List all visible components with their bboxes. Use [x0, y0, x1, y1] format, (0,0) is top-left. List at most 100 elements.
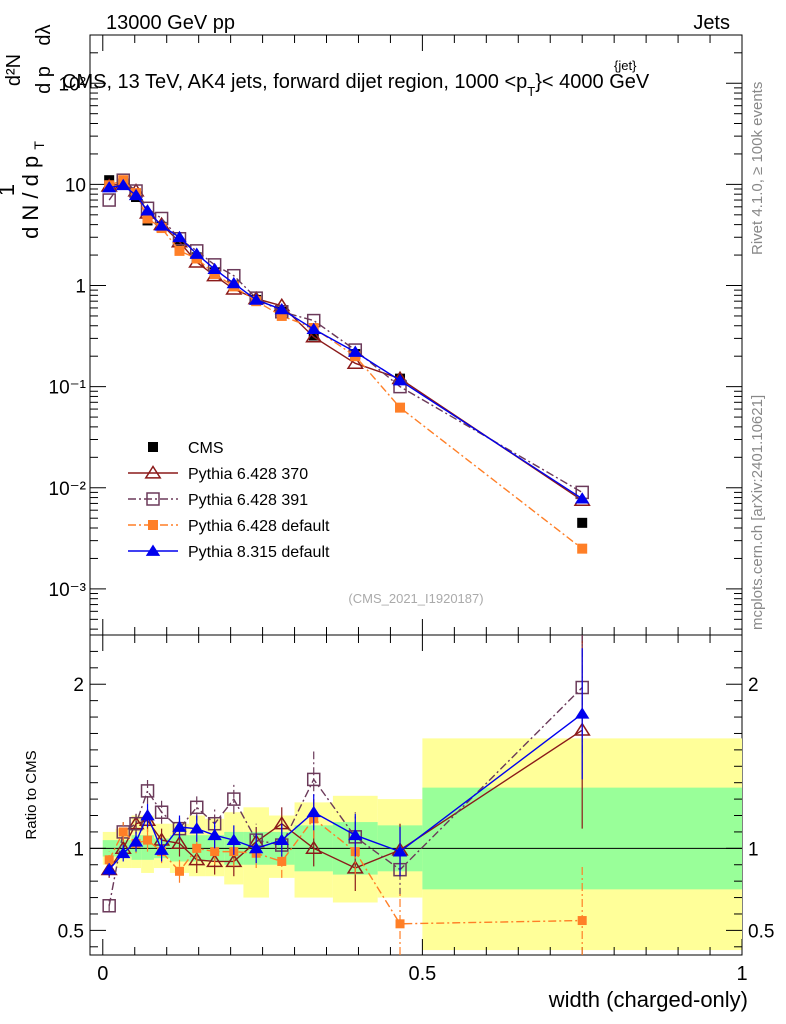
chart-title-sup: {jet}: [614, 58, 637, 73]
ylabel-one: 1: [0, 184, 19, 196]
main-point-3-3: [142, 213, 153, 224]
ratio-point-3-14: [577, 916, 587, 926]
ratio-point-3-7: [210, 847, 220, 857]
header-left: 13000 GeV pp: [106, 12, 235, 34]
legend-label-2: Pythia 6.428 391: [188, 492, 308, 509]
main-point-4-4: [154, 219, 169, 231]
header-right: Jets: [693, 12, 730, 34]
ylabel-dN: d N / d p: [18, 156, 43, 239]
ratio-tick-label-left-0: 0.5: [58, 921, 84, 942]
main-point-4-3: [140, 204, 155, 216]
y-tick-label-3: 1: [75, 277, 86, 298]
main-line-2: [108, 179, 583, 493]
main-point-4-14: [574, 492, 590, 504]
legend: CMS Pythia 6.428 370 Pythia 6.428 391 Pythi…: [128, 440, 330, 561]
x-tick-label-0: 0: [97, 963, 108, 985]
ratio-point-3-13: [395, 919, 405, 929]
ylabel-d2n: d²N: [3, 54, 25, 86]
main-point-1-12: [346, 355, 364, 369]
ratio-point-2-11: [306, 772, 321, 787]
ratio-point-4-12: [348, 828, 363, 841]
main-point-4-0: [101, 181, 117, 193]
ratio-point-4-11: [306, 805, 321, 818]
main-series-layer: [100, 173, 591, 554]
ratio-point-2-8: [227, 792, 241, 806]
ratio-point-3-3: [143, 835, 153, 845]
ratio-tick-label-right-2: 2: [748, 675, 759, 696]
legend-label-0: CMS: [188, 440, 224, 457]
chart-title: CMS, 13 TeV, AK4 jets, forward dijet reg…: [62, 71, 650, 99]
ratio-point-4-2: [128, 835, 144, 847]
ratio-point-2-0: [102, 899, 116, 913]
main-axis-ticks: 10⁻³ 10⁻² 10⁻¹ 1 10 10²: [49, 34, 743, 635]
ratio-point-4-13: [392, 845, 408, 857]
chart-title-tail: }< 4000 GeV: [535, 71, 650, 93]
legend-marker-2: [146, 492, 160, 506]
y-tick-label-2: 10⁻¹: [49, 378, 87, 399]
ratio-point-1-6: [188, 851, 206, 866]
main-point-4-5: [172, 230, 187, 243]
main-point-1-11: [305, 329, 323, 343]
ratio-point-2-4: [154, 805, 169, 819]
main-point-4-7: [207, 262, 222, 275]
main-point-3-13: [395, 402, 406, 413]
x-tick-label-1: 0.5: [408, 963, 436, 985]
chart-title-main: CMS, 13 TeV, AK4 jets, forward dijet reg…: [62, 71, 527, 93]
main-point-2-0: [102, 193, 116, 207]
ylabel-sub-t: T: [31, 141, 47, 150]
ratio-point-4-4: [154, 843, 169, 855]
side-text-bottom: mcplots.cern.ch [arXiv:2401.10621]: [749, 395, 766, 630]
ratio-point-1-7: [206, 853, 224, 868]
ratio-point-3-5: [174, 866, 184, 876]
main-point-4-9: [248, 293, 264, 305]
ratio-point-2-2: [129, 816, 143, 831]
ratio-point-1-5: [170, 835, 189, 850]
main-point-4-13: [392, 374, 408, 386]
side-text-top: Rivet 4.1.0, ≥ 100k events: [749, 82, 766, 255]
y-axis-label: d N / d p T 1 d²N d p dλ: [0, 24, 55, 238]
ratio-series-layer: [100, 635, 591, 955]
ratio-point-3-10: [277, 856, 287, 866]
ylabel-dl: dλ: [33, 24, 55, 45]
ratio-point-4-6: [189, 822, 204, 834]
ratio-y-label: Ratio to CMS: [23, 750, 40, 839]
ratio-point-4-5: [172, 820, 187, 832]
ratio-point-4-7: [207, 828, 222, 841]
x-axis-label: width (charged-only): [548, 987, 748, 1012]
legend-label-3: Pythia 6.428 default: [188, 518, 330, 535]
ratio-point-1-11: [305, 840, 323, 854]
ylabel-dpdl: d p: [33, 66, 55, 94]
legend-label-4: Pythia 8.315 default: [188, 544, 330, 561]
chart-title-sub: T: [527, 84, 535, 99]
legend-marker-4: [145, 544, 161, 556]
main-point-3-10: [276, 310, 287, 321]
main-point-4-8: [226, 276, 242, 289]
legend-marker-0: [148, 442, 158, 452]
ratio-point-4-10: [274, 833, 289, 845]
y-tick-label-1: 10⁻²: [49, 479, 87, 500]
ratio-point-4-8: [226, 833, 242, 845]
legend-marker-1: [144, 465, 162, 479]
ratio-point-4-0: [101, 863, 117, 875]
main-point-0-14: [577, 517, 588, 528]
ratio-tick-label-left-1: 1: [73, 839, 84, 860]
ratio-tick-label-right-0: 0.5: [748, 921, 774, 942]
ratio-point-4-14: [574, 707, 590, 719]
main-point-4-12: [348, 345, 363, 357]
ratio-point-3-0: [104, 855, 114, 865]
y-tick-label-5: 10²: [59, 74, 86, 95]
ratio-tick-label-left-2: 2: [73, 675, 84, 696]
ratio-point-4-9: [248, 841, 264, 854]
ratio-point-2-6: [189, 800, 204, 815]
svg-text:d N / d p T: d N / d p T: [18, 141, 47, 239]
main-point-0-5: [174, 238, 185, 249]
x-tick-label-2: 1: [736, 963, 747, 985]
ratio-point-4-1: [116, 846, 131, 859]
ratio-point-2-3: [140, 784, 155, 798]
ratio-tick-label-right-1: 1: [748, 839, 759, 860]
main-point-4-6: [189, 247, 204, 259]
main-point-4-11: [306, 322, 321, 335]
y-tick-label-0: 10⁻³: [49, 580, 87, 601]
main-point-3-14: [577, 543, 588, 554]
main-point-4-2: [128, 188, 144, 201]
